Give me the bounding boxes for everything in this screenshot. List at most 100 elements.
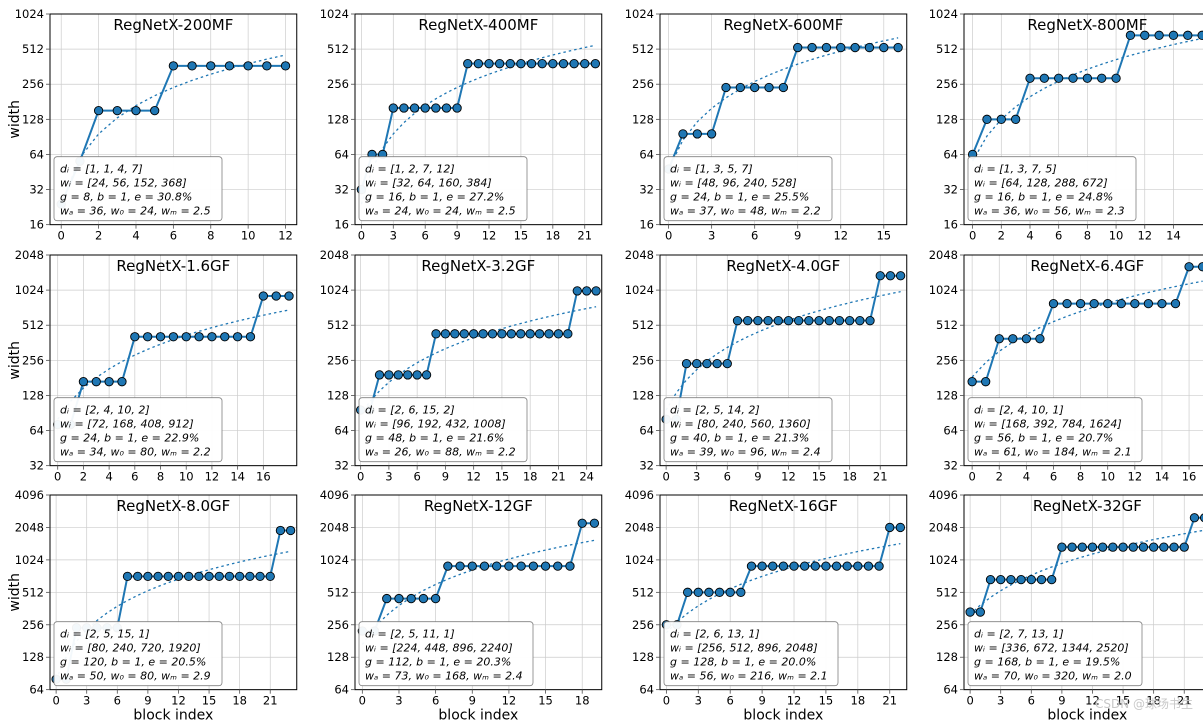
y-tick-label: 1024: [624, 283, 653, 297]
data-marker: [516, 329, 524, 337]
data-marker: [1170, 543, 1178, 551]
x-tick-label: 12: [171, 694, 186, 708]
legend-line: dᵢ = [2, 5, 15, 1]: [60, 628, 150, 641]
y-tick-label: 128: [327, 388, 349, 402]
data-marker: [1007, 576, 1015, 584]
data-marker: [1069, 74, 1077, 82]
data-marker: [113, 106, 121, 114]
x-tick-label: 9: [453, 229, 460, 243]
x-tick-label: 0: [969, 229, 976, 243]
data-marker: [497, 329, 505, 337]
y-tick-label: 4096: [319, 488, 348, 502]
data-marker: [421, 104, 429, 112]
y-tick-label: 2048: [15, 521, 44, 535]
data-marker: [488, 329, 496, 337]
data-marker: [804, 316, 812, 324]
legend-line: wᵢ = [80, 240, 560, 1360]: [670, 417, 811, 430]
legend-line: dᵢ = [2, 4, 10, 2]: [60, 403, 150, 416]
x-tick-label: 0: [662, 469, 669, 483]
y-tick-label: 64: [334, 423, 349, 437]
data-marker: [966, 608, 974, 616]
x-tick-label: 12: [466, 469, 481, 483]
data-marker: [800, 562, 808, 570]
y-axis-label: width: [7, 573, 23, 612]
data-marker: [987, 576, 995, 584]
data-marker: [506, 59, 514, 67]
panel-title: RegNetX-6.4GF: [1031, 257, 1145, 275]
data-marker: [375, 370, 383, 378]
x-tick-label: 21: [551, 469, 566, 483]
legend-line: wᵢ = [336, 672, 1344, 2520]: [974, 642, 1129, 655]
chart-panel: 0369121518211632641282565121024RegNetX-4…: [309, 4, 614, 245]
x-tick-label: 12: [833, 229, 848, 243]
data-marker: [578, 519, 586, 527]
x-tick-label: 8: [1084, 229, 1091, 243]
data-marker: [150, 106, 158, 114]
legend-line: wᵢ = [256, 512, 896, 2048]: [670, 642, 818, 655]
x-tick-label: 2: [996, 469, 1003, 483]
data-marker: [208, 332, 216, 340]
y-tick-label: 1024: [929, 553, 958, 567]
data-marker: [468, 562, 476, 570]
legend-line: dᵢ = [2, 6, 13, 1]: [670, 628, 760, 641]
y-tick-label: 512: [22, 586, 44, 600]
data-line: [362, 524, 594, 632]
data-marker: [504, 562, 512, 570]
x-tick-label: 4: [132, 229, 139, 243]
data-marker: [1089, 543, 1097, 551]
data-marker: [592, 286, 600, 294]
x-tick-label: 18: [842, 469, 857, 483]
data-marker: [286, 527, 294, 535]
data-marker: [779, 562, 787, 570]
legend-line: dᵢ = [2, 6, 15, 2]: [365, 403, 455, 416]
x-tick-label: 4: [1023, 469, 1030, 483]
data-marker: [516, 59, 524, 67]
data-marker: [156, 332, 164, 340]
data-marker: [1184, 31, 1192, 39]
y-tick-label: 512: [327, 42, 349, 56]
data-marker: [225, 572, 233, 580]
y-tick-label: 256: [22, 353, 44, 367]
x-tick-label: 4: [1027, 229, 1034, 243]
y-tick-label: 1024: [624, 553, 653, 567]
data-marker: [694, 588, 702, 596]
y-tick-label: 4096: [15, 488, 44, 502]
x-tick-label: 15: [538, 694, 553, 708]
y-tick-label: 16: [334, 218, 349, 232]
y-tick-label: 512: [632, 318, 654, 332]
legend-line: wₐ = 50, w₀ = 80, wₘ = 2.9: [60, 670, 211, 683]
x-tick-label: 6: [1050, 469, 1057, 483]
data-marker: [825, 316, 833, 324]
y-tick-label: 128: [632, 388, 654, 402]
x-tick-label: 14: [230, 469, 245, 483]
data-marker: [1198, 31, 1203, 39]
y-tick-label: 2048: [624, 248, 653, 262]
data-marker: [144, 572, 152, 580]
x-axis-label: block index: [133, 708, 213, 724]
data-marker: [399, 104, 407, 112]
y-tick-label: 64: [334, 683, 349, 697]
legend-line: wₐ = 73, w₀ = 168, wₘ = 2.4: [365, 670, 523, 683]
data-marker: [492, 562, 500, 570]
x-tick-label: 3: [694, 694, 701, 708]
x-tick-label: 21: [872, 469, 887, 483]
data-marker: [538, 59, 546, 67]
y-tick-label: 512: [327, 318, 349, 332]
data-marker: [997, 576, 1005, 584]
y-tick-label: 256: [327, 618, 349, 632]
data-marker: [1036, 334, 1044, 342]
x-tick-label: 15: [494, 469, 509, 483]
data-marker: [896, 271, 904, 279]
data-marker: [432, 329, 440, 337]
panel-title: RegNetX-600MF: [723, 16, 843, 34]
data-marker: [133, 572, 141, 580]
y-tick-label: 256: [22, 618, 44, 632]
data-marker: [794, 316, 802, 324]
x-tick-label: 9: [144, 694, 151, 708]
data-marker: [1077, 299, 1085, 307]
data-marker: [789, 562, 797, 570]
data-line: [668, 48, 898, 169]
y-tick-label: 256: [327, 353, 349, 367]
data-marker: [723, 359, 731, 367]
x-tick-label: 2: [80, 469, 87, 483]
